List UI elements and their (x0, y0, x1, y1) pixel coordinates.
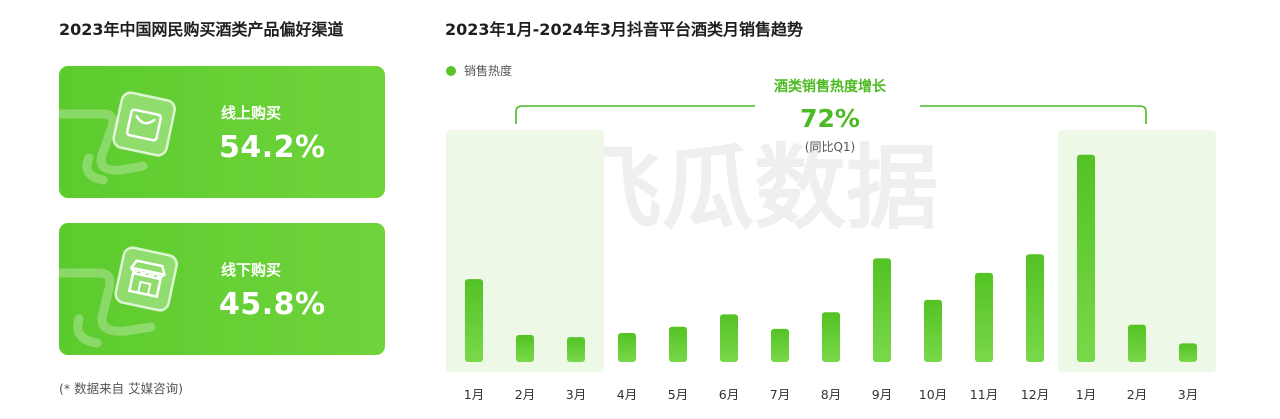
bar-5 (669, 326, 687, 362)
shopping-bag-icon (112, 91, 177, 157)
growth-annotation-value: 72% (800, 104, 860, 133)
left-panel-title: 2023年中国网民购买酒类产品偏好渠道 (59, 20, 344, 39)
watermark: 飞瓜数据 (570, 135, 938, 242)
card-decoration (59, 109, 148, 185)
storefront-icon (114, 246, 179, 312)
bar-2 (516, 335, 534, 362)
offline-label: 线下购买 (221, 261, 282, 279)
x-tick-label: 1月 (1076, 387, 1096, 402)
bar-15 (1179, 343, 1197, 362)
bar-9 (873, 258, 891, 362)
x-tick-label: 10月 (919, 387, 947, 402)
x-tick-label: 4月 (617, 387, 637, 402)
bar-12 (1026, 254, 1044, 362)
offline-share-value: 45.8% (219, 287, 326, 322)
bar-6 (720, 314, 738, 362)
bar-8 (822, 312, 840, 362)
bar-7 (771, 328, 789, 362)
online-share-value: 54.2% (219, 130, 326, 165)
bar-11 (975, 272, 993, 362)
highlight-band-1 (446, 130, 604, 372)
chart-legend: 销售热度 (446, 63, 512, 78)
right-panel-title: 2023年1月-2024年3月抖音平台酒类月销售趋势 (445, 20, 803, 39)
bar-4 (618, 332, 636, 362)
x-tick-label: 5月 (668, 387, 688, 402)
x-tick-label: 7月 (770, 387, 790, 402)
x-tick-label: 12月 (1021, 387, 1049, 402)
growth-annotation-subtitle: (同比Q1) (805, 140, 855, 154)
bar-13 (1077, 154, 1095, 362)
online-share-card: 线上购买 54.2% (59, 66, 385, 198)
offline-share-card: 线下购买 45.8% (59, 223, 385, 355)
x-tick-label: 8月 (821, 387, 841, 402)
legend-marker (446, 66, 456, 76)
highlight-band-2 (1058, 130, 1216, 372)
growth-annotation-title: 酒类销售热度增长 (774, 78, 887, 95)
bar-10 (924, 299, 942, 362)
x-tick-label: 9月 (872, 387, 892, 402)
bar-1 (465, 279, 483, 362)
bar-3 (567, 337, 585, 362)
source-note: (* 数据来自 艾媒咨询) (59, 381, 183, 396)
growth-bracket (515, 105, 1147, 124)
online-label: 线上购买 (221, 104, 282, 122)
x-tick-label: 2月 (1127, 387, 1147, 402)
card-decoration (59, 268, 156, 348)
x-tick-label: 11月 (970, 387, 998, 402)
legend-label: 销售热度 (464, 63, 512, 78)
bar-14 (1128, 324, 1146, 362)
x-tick-label: 3月 (1178, 387, 1198, 402)
x-tick-label: 1月 (464, 387, 484, 402)
x-tick-label: 6月 (719, 387, 739, 402)
x-tick-label: 3月 (566, 387, 586, 402)
x-tick-label: 2月 (515, 387, 535, 402)
monthly-sales-chart: 飞瓜数据 销售热度 酒类销售热度增长 72% (同比Q1) 1月 2月 3月 4月 5月… (446, 63, 1216, 402)
